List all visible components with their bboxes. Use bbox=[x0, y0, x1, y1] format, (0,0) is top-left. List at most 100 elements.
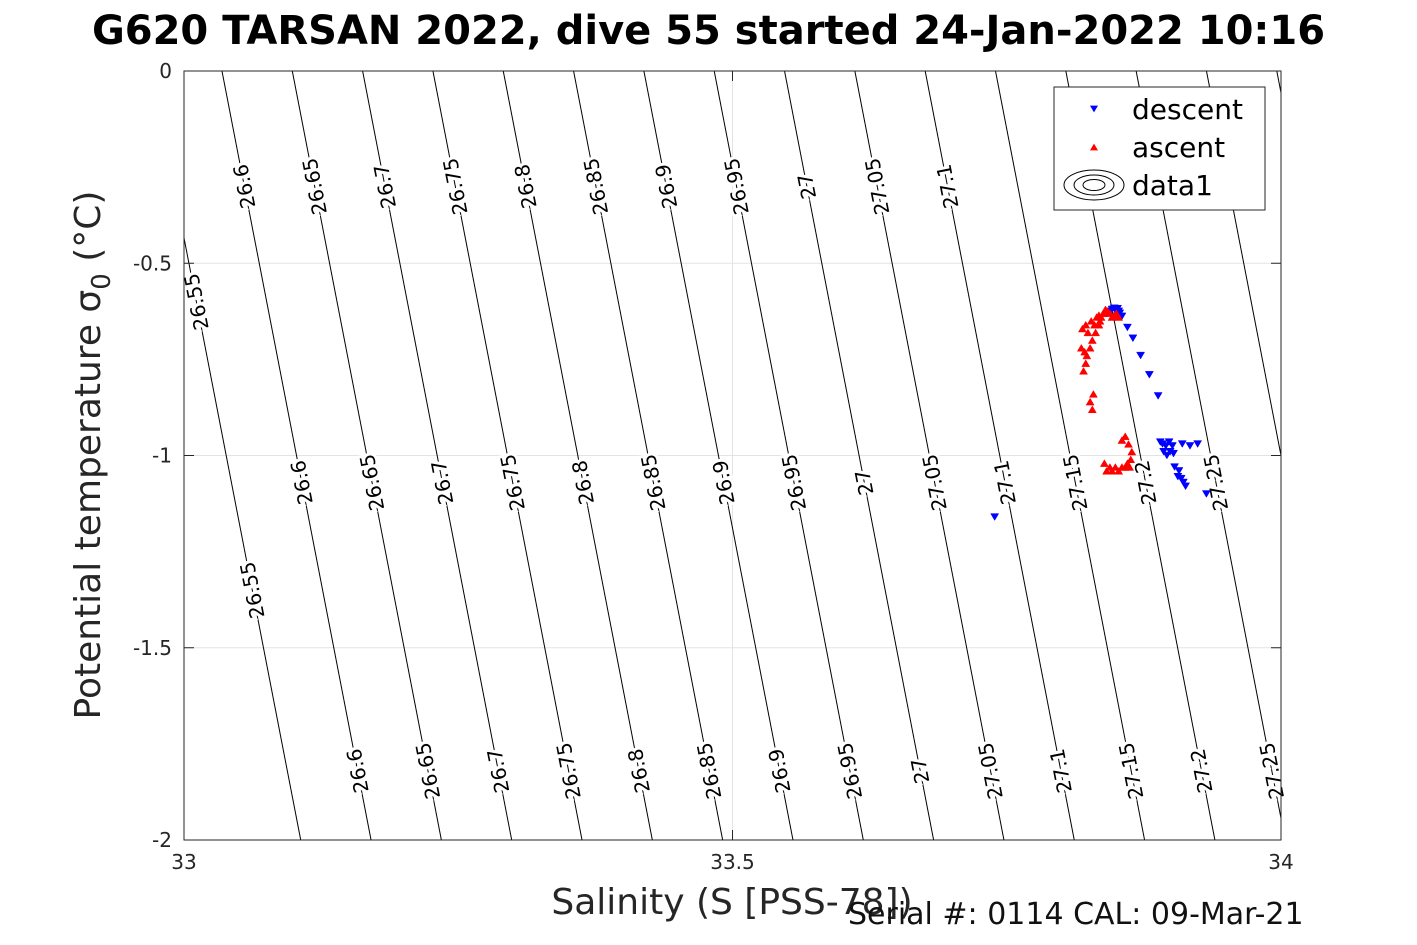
y-tick-label: -1 bbox=[152, 444, 172, 468]
contour-line bbox=[924, 71, 1075, 840]
legend-label: ascent bbox=[1132, 131, 1225, 164]
y-axis-label-subscript: 0 bbox=[87, 273, 117, 290]
contour-label: 26.95 bbox=[719, 156, 753, 217]
ascent-point bbox=[1114, 466, 1124, 475]
data-points bbox=[990, 304, 1211, 521]
legend-contour-icon bbox=[1073, 174, 1115, 196]
ascent-point bbox=[1125, 463, 1135, 471]
descent-point bbox=[1185, 442, 1195, 450]
y-axis-label-unit: (°C) bbox=[68, 191, 109, 274]
descent-point bbox=[1178, 478, 1188, 487]
contour-label: 26.85 bbox=[636, 452, 670, 513]
descent-point bbox=[1144, 371, 1154, 379]
contour-label: 27.15 bbox=[1114, 740, 1148, 801]
contour-line bbox=[432, 71, 583, 840]
descent-point bbox=[1177, 440, 1187, 448]
contour-line bbox=[362, 71, 513, 840]
contour-label: 26.6 bbox=[342, 747, 374, 795]
contour-label: 27.05 bbox=[973, 740, 1007, 801]
contour-label: 26.7 bbox=[482, 747, 514, 795]
density-contours bbox=[184, 71, 1281, 840]
descent-point bbox=[1170, 463, 1180, 471]
descent-point bbox=[1167, 442, 1177, 450]
ascent-point bbox=[1085, 397, 1095, 406]
contour-label: 26.7 bbox=[426, 458, 458, 506]
contour-label: 26.6 bbox=[286, 458, 318, 506]
legend-descent-marker bbox=[1090, 105, 1098, 113]
descent-point bbox=[1201, 490, 1211, 498]
descent-point bbox=[1122, 323, 1132, 332]
y-axis-label: Potential temperature σ0 (°C) bbox=[68, 191, 117, 720]
ascent-series bbox=[1076, 305, 1137, 475]
contour-line bbox=[184, 235, 302, 840]
ascent-point bbox=[1086, 317, 1096, 325]
contour-label: 27.2 bbox=[1185, 747, 1217, 795]
contour-line bbox=[291, 71, 442, 840]
ascent-point bbox=[1076, 343, 1086, 352]
descent-point bbox=[1164, 438, 1174, 446]
contour-label: 26.85 bbox=[692, 740, 726, 801]
ascent-point bbox=[1083, 328, 1093, 337]
contour-label: 27 bbox=[906, 756, 934, 786]
ascent-point bbox=[1087, 405, 1097, 414]
axis-ticks: 33 33.5 34 0 -0.5 -1 -1.5 -2 bbox=[133, 59, 1294, 874]
contour-line bbox=[995, 71, 1146, 840]
ascent-point bbox=[1081, 320, 1091, 329]
x-axis-label-group: Salinity (S [PSS-78]) bbox=[551, 882, 912, 923]
chart-title: G620 TARSAN 2022, dive 55 started 24-Jan… bbox=[91, 8, 1326, 54]
contour-lines bbox=[184, 71, 1281, 840]
ascent-point bbox=[1091, 328, 1101, 337]
legend: descent ascent data1 bbox=[1053, 86, 1266, 211]
descent-point bbox=[1162, 451, 1172, 460]
ascent-point bbox=[1117, 436, 1127, 444]
descent-point bbox=[1153, 392, 1163, 400]
contour-label: 26.7 bbox=[369, 162, 401, 210]
contour-label: 27.1 bbox=[1045, 747, 1077, 795]
contour-label: 26.75 bbox=[495, 452, 529, 513]
contour-line bbox=[221, 71, 372, 840]
descent-point bbox=[1136, 351, 1146, 360]
contour-label: 27 bbox=[850, 468, 878, 498]
ascent-point bbox=[1080, 347, 1090, 356]
contour-label: 26.95 bbox=[833, 740, 867, 801]
contour-label: 26.65 bbox=[297, 156, 331, 217]
descent-point bbox=[1176, 474, 1186, 483]
legend-label: descent bbox=[1132, 93, 1243, 126]
ascent-point bbox=[1114, 313, 1124, 321]
legend-ascent-marker bbox=[1090, 143, 1098, 151]
contour-label: 26.9 bbox=[650, 162, 682, 210]
ascent-point bbox=[1082, 351, 1092, 360]
x-tick-label: 34 bbox=[1268, 850, 1293, 874]
ascent-point bbox=[1098, 309, 1108, 317]
contour-label: 26.8 bbox=[623, 747, 655, 795]
x-tick-label: 33.5 bbox=[710, 850, 755, 874]
contour-label: 27.2 bbox=[1130, 458, 1162, 506]
contour-label: 26.55 bbox=[235, 560, 269, 621]
contour-label: 27 bbox=[793, 172, 821, 202]
descent-point bbox=[990, 513, 1000, 521]
contour-label: 26.6 bbox=[228, 162, 260, 210]
contour-line bbox=[713, 71, 864, 840]
contour-line bbox=[573, 71, 724, 840]
x-tick-label: 33 bbox=[171, 850, 196, 874]
contour-label: 27.05 bbox=[860, 156, 894, 217]
y-tick-label: 0 bbox=[159, 59, 172, 83]
contour-line bbox=[502, 71, 653, 840]
contour-label: 26.8 bbox=[510, 162, 542, 210]
contour-line bbox=[1276, 71, 1281, 96]
contour-label: 26.95 bbox=[777, 452, 811, 513]
ascent-point bbox=[1120, 432, 1130, 440]
ascent-point bbox=[1107, 466, 1117, 475]
y-tick-label: -2 bbox=[152, 828, 172, 852]
ascent-point bbox=[1124, 440, 1133, 448]
descent-point bbox=[1159, 448, 1169, 456]
ascent-point bbox=[1127, 447, 1137, 456]
contour-line bbox=[784, 71, 935, 840]
y-axis-label-group: Potential temperature σ0 (°C) bbox=[68, 191, 117, 720]
ascent-point bbox=[1079, 367, 1088, 375]
ascent-point bbox=[1078, 324, 1087, 333]
y-axis-label-sigma: σ bbox=[68, 290, 109, 313]
contour-line bbox=[643, 71, 794, 840]
y-tick-label: -1.5 bbox=[133, 636, 172, 660]
contour-label: 27.25 bbox=[1199, 452, 1233, 513]
